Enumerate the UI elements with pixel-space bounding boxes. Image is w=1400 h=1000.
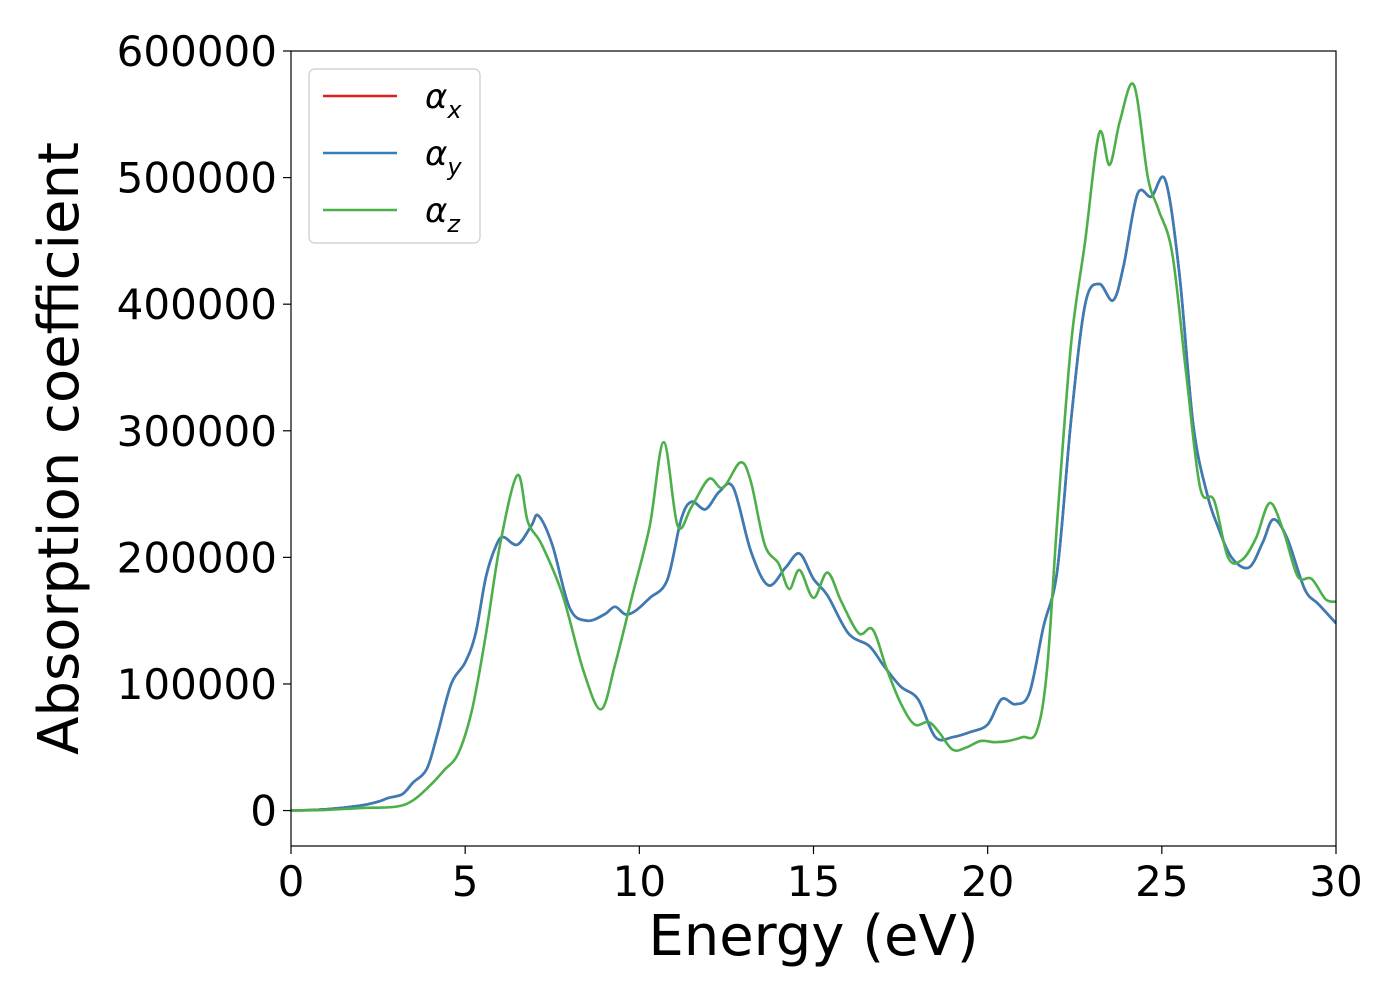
x-tick-label: 15	[787, 857, 840, 906]
y-tick-label: 300000	[117, 407, 277, 456]
x-tick-label: 20	[961, 857, 1014, 906]
y-tick-label: 0	[250, 787, 277, 836]
x-tick-label: 0	[278, 857, 305, 906]
x-tick-label: 30	[1309, 857, 1362, 906]
y-axis: 0 100000 200000 300000 400000 500000 600000	[117, 27, 291, 836]
y-axis-label: Absorption coefficient	[27, 142, 92, 755]
legend-box	[308, 68, 481, 244]
y-tick-label: 100000	[117, 660, 277, 709]
y-tick-label: 200000	[117, 533, 277, 582]
x-tick-label: 10	[613, 857, 666, 906]
legend-label-z: αz	[425, 191, 461, 238]
series-line-z	[291, 82, 1336, 812]
x-axis: 0 5 10 15 20 25 30	[278, 846, 1363, 906]
y-tick-label: 500000	[117, 154, 277, 203]
series-layer	[291, 82, 1336, 812]
x-axis-label: Energy (eV)	[648, 904, 978, 969]
legend: αx αy αz	[308, 68, 481, 244]
y-tick-label: 400000	[117, 280, 277, 329]
legend-label-x: αx	[425, 77, 462, 124]
legend-label-y: αy	[425, 134, 462, 181]
y-tick-label: 600000	[117, 27, 277, 76]
series-line-y	[291, 175, 1336, 812]
x-tick-label: 5	[452, 857, 479, 906]
x-tick-label: 25	[1135, 857, 1188, 906]
